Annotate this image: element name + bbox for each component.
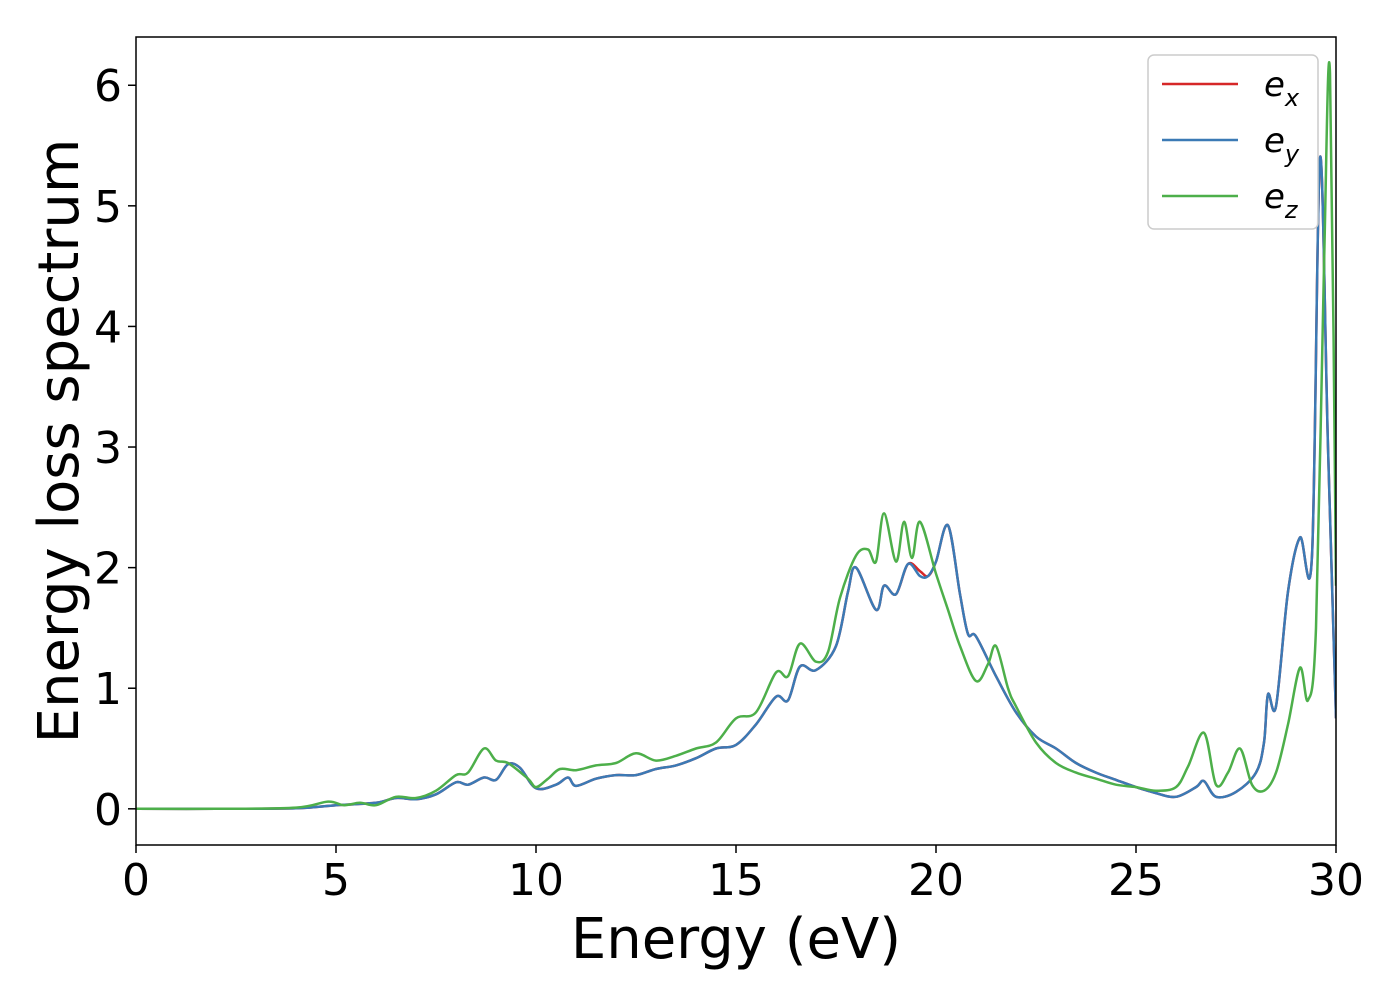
legend-label-z: ez	[1264, 177, 1299, 224]
x-tick-label: 5	[322, 855, 350, 906]
y-tick-label: 4	[94, 302, 122, 353]
x-tick-label: 20	[908, 855, 964, 906]
y-tick-label: 1	[94, 664, 122, 715]
series-line-y	[136, 155, 1336, 811]
series-layer	[136, 61, 1336, 811]
x-tick-label: 30	[1308, 855, 1364, 906]
legend-label-subscript: x	[1284, 84, 1300, 112]
x-tick-label: 0	[122, 855, 150, 906]
y-tick-label: 6	[94, 61, 122, 112]
legend-label-base: e	[1264, 177, 1285, 217]
x-tick-label: 15	[708, 855, 764, 906]
legend-label-subscript: y	[1284, 140, 1300, 168]
y-tick-label: 3	[94, 423, 122, 474]
legend-label-base: e	[1264, 121, 1285, 161]
legend-frame	[1147, 54, 1319, 230]
y-axis-label: Energy loss spectrum	[27, 139, 92, 744]
legend-label-subscript: z	[1284, 196, 1299, 224]
legend-label-base: e	[1264, 65, 1285, 105]
axis-ticks: 0 5 10 15 20 25 30 0 1 2 3 4 5 6	[94, 61, 1364, 906]
legend-label-x: ex	[1264, 65, 1300, 112]
x-axis-label: Energy (eV)	[571, 907, 901, 972]
series-line-x	[136, 155, 1336, 811]
y-tick-label: 2	[94, 544, 122, 595]
y-tick-label: 0	[94, 785, 122, 836]
legend-label-y: ey	[1264, 121, 1300, 168]
x-tick-label: 10	[508, 855, 564, 906]
x-tick-label: 25	[1108, 855, 1164, 906]
series-line-z	[136, 61, 1336, 811]
y-tick-label: 5	[94, 182, 122, 233]
plot-frame	[135, 36, 1337, 846]
